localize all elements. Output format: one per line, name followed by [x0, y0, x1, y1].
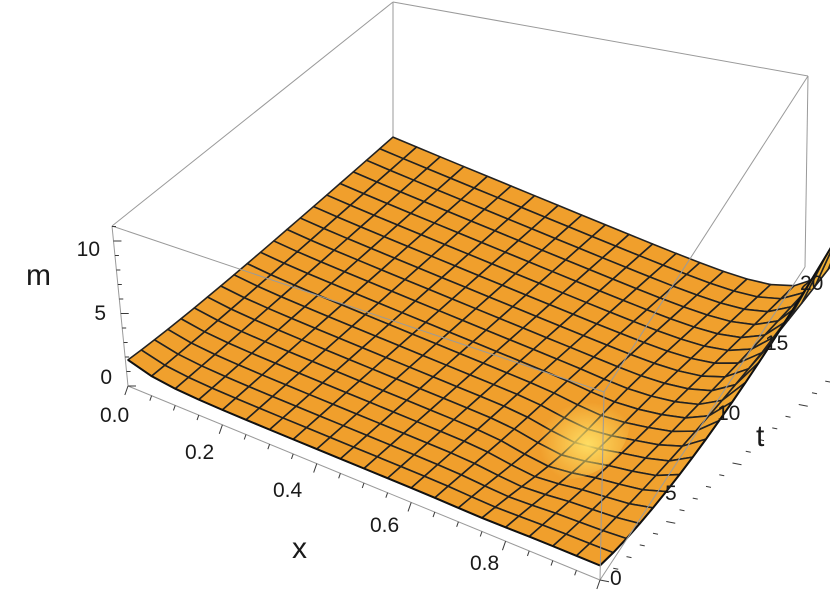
surface-edge-front	[127, 359, 601, 567]
t-tick-mark	[613, 567, 619, 570]
t-tick-mark	[825, 380, 830, 383]
z-tick-labels: 10 5 0	[77, 238, 112, 389]
y-axis-label: t	[756, 420, 765, 453]
box-edge-left-top	[111, 1, 394, 227]
x-tick-label: 0.8	[470, 552, 499, 575]
x-tick-mark	[432, 511, 436, 518]
x-tick-mark	[361, 482, 365, 489]
surface	[127, 136, 830, 567]
x-tick-label: 0.2	[185, 441, 214, 464]
x-tick-label: 0.6	[370, 514, 399, 537]
x-tick-mark	[267, 444, 271, 450]
y-tick-label: 15	[765, 332, 788, 355]
surface-edge-right	[599, 247, 830, 567]
t-tick-mark	[679, 509, 685, 512]
box-edge-left-vertical	[111, 225, 129, 387]
t-tick-mark	[639, 544, 645, 547]
t-tick-mark	[758, 439, 765, 442]
box-edge-front-top	[111, 225, 605, 393]
box-edge-front-right-top	[603, 75, 809, 393]
y-tick-label: 20	[800, 272, 823, 295]
t-tick-mark	[811, 392, 818, 395]
t-tick-mark	[666, 521, 676, 524]
x-tick-mark	[196, 414, 200, 421]
x-tick-mark	[574, 570, 577, 576]
t-tick-mark	[692, 497, 698, 500]
x-tick-label: 0.0	[100, 404, 129, 427]
x-tick-mark	[149, 395, 153, 401]
x-tick-mark	[407, 502, 412, 512]
x-tick-mark	[172, 405, 176, 411]
t-tick-mark	[599, 579, 610, 583]
y-tick-labels: 0 5 10 15 20	[610, 272, 823, 590]
x-tick-mark	[313, 463, 318, 473]
z-tick-label: 0	[100, 366, 112, 389]
z-tick-label: 5	[94, 302, 106, 325]
t-tick-mark	[745, 450, 751, 453]
x-tick-mark	[385, 492, 389, 498]
x-tick-mark	[526, 550, 530, 557]
x-axis-label: x	[292, 532, 307, 565]
axis-ticks	[112, 226, 830, 590]
surface-mesh	[127, 247, 830, 567]
x-tick-mark	[243, 434, 247, 440]
x-tick-mark	[124, 385, 129, 396]
box-back	[111, 1, 809, 387]
t-tick-mark	[705, 485, 712, 488]
surface-highlight	[490, 360, 630, 480]
x-tick-labels: 0.0 0.2 0.4 0.6 0.8	[100, 404, 499, 575]
t-tick-mark	[626, 556, 632, 559]
x-tick-mark	[501, 541, 507, 551]
t-tick-mark	[772, 427, 778, 430]
y-tick-label: 0	[610, 567, 622, 590]
t-tick-mark	[798, 404, 808, 407]
x-tick-mark	[338, 473, 341, 479]
t-tick-mark	[732, 462, 742, 466]
z-tick-label: 10	[77, 238, 100, 261]
box-edge-front-vertical	[599, 391, 605, 581]
x-tick-mark	[218, 424, 223, 434]
t-tick-mark	[719, 474, 725, 477]
x-tick-label: 0.4	[273, 479, 303, 502]
x-tick-mark	[550, 560, 554, 566]
x-tick-mark	[456, 521, 459, 527]
y-tick-label: 5	[665, 482, 677, 505]
x-tick-mark	[596, 579, 601, 590]
box-edge-back-top	[392, 1, 809, 77]
y-tick-label: 10	[717, 402, 740, 425]
box-edge-right-vertical	[804, 75, 809, 268]
t-tick-mark	[652, 532, 659, 535]
box-edge-bottom-right	[599, 266, 806, 581]
x-tick-mark	[290, 453, 294, 460]
t-tick-mark	[785, 415, 791, 418]
x-tick-mark	[479, 531, 483, 537]
z-axis-label: m	[26, 259, 51, 292]
